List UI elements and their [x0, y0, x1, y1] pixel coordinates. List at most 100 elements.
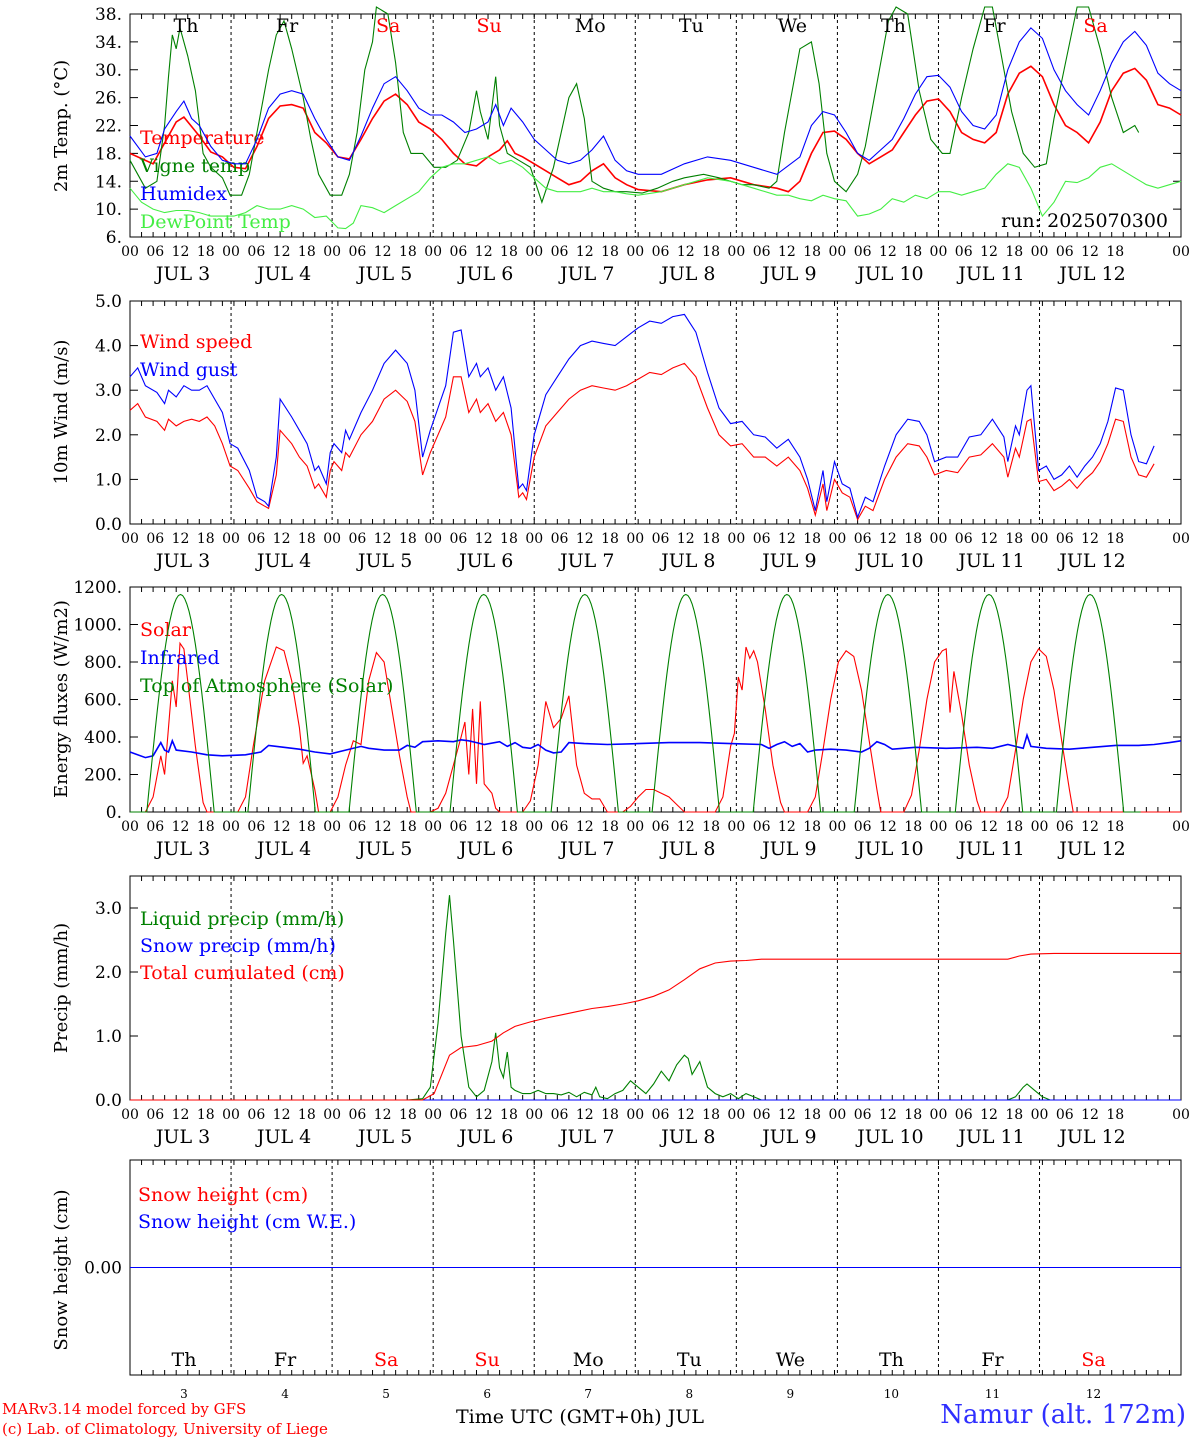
hour-tick-label: 18: [1106, 1107, 1124, 1123]
hour-tick-label: 00: [525, 244, 543, 260]
hour-tick-label: 00: [930, 819, 948, 835]
hour-tick-label: 18: [702, 819, 720, 835]
date-tick-label: JUL 4: [255, 550, 311, 572]
weekday-label: Fr: [983, 15, 1006, 37]
legend-entry: Infrared: [140, 647, 220, 669]
date-tick-label: JUL 7: [558, 838, 614, 860]
hour-tick-label: 06: [753, 819, 771, 835]
legend-entry: Liquid precip (mm/h): [140, 908, 344, 930]
hour-tick-label: 06: [348, 1107, 366, 1123]
hour-tick-label: 18: [197, 244, 215, 260]
hour-tick-label: 06: [1056, 531, 1074, 547]
date-tick-label: JUL 3: [154, 263, 210, 285]
date-tick-label: JUL 8: [659, 550, 715, 572]
hour-tick-label: 06: [348, 531, 366, 547]
day-number-label: 9: [787, 1387, 795, 1401]
hour-tick-label: 12: [273, 531, 291, 547]
hour-tick-label: 06: [652, 819, 670, 835]
hour-tick-label: 00: [727, 244, 745, 260]
panel-frame: [129, 13, 1182, 238]
hour-tick-label: 12: [677, 244, 695, 260]
y-tick-label: 3.0: [95, 899, 122, 919]
hour-tick-label: 18: [702, 1107, 720, 1123]
legend-entry: Solar: [140, 619, 192, 641]
day-number-label: 6: [483, 1387, 491, 1401]
hour-tick-label: 18: [803, 819, 821, 835]
hour-tick-label: 00: [828, 1107, 846, 1123]
hour-tick-label: 12: [172, 1107, 190, 1123]
hour-tick-label: 18: [904, 1107, 922, 1123]
y-tick-label: 1200.: [73, 578, 122, 598]
hour-tick-label: 00: [626, 531, 644, 547]
hour-tick-label: 12: [273, 1107, 291, 1123]
series-line-vigne-temp: [129, 6, 1140, 204]
hour-tick-label: 06: [1056, 244, 1074, 260]
series-line-liquid-precip-mm-h-: [130, 895, 1181, 1101]
hour-tick-label: 06: [450, 819, 468, 835]
date-tick-label: JUL 10: [855, 838, 923, 860]
hour-tick-label: 12: [172, 819, 190, 835]
weekday-label: Th: [172, 1349, 197, 1371]
series-line-solar: [130, 641, 1181, 813]
day-number-label: 5: [382, 1387, 390, 1401]
panel-frame: [129, 300, 1182, 525]
weekday-label: We: [776, 1349, 805, 1371]
hour-tick-label: 12: [778, 244, 796, 260]
date-tick-label: JUL 5: [356, 1126, 412, 1148]
hour-tick-label: 12: [374, 1107, 392, 1123]
hour-tick-label: 00: [1172, 1107, 1190, 1123]
hour-tick-label: 00: [626, 819, 644, 835]
hour-tick-label: 06: [551, 244, 569, 260]
y-axis-label: 10m Wind (m/s): [51, 340, 72, 485]
hour-tick-label: 00: [1031, 244, 1049, 260]
hour-tick-label: 06: [854, 531, 872, 547]
date-tick-label: JUL 6: [457, 550, 513, 572]
y-tick-label: 0.: [106, 803, 122, 823]
y-tick-label: 18.: [95, 144, 122, 164]
hour-tick-label: 00: [727, 1107, 745, 1123]
hour-tick-label: 06: [1056, 1107, 1074, 1123]
y-tick-label: 6.: [106, 228, 122, 248]
hour-tick-label: 12: [475, 244, 493, 260]
hour-tick-label: 00: [121, 531, 139, 547]
y-tick-label: 38.: [95, 5, 122, 25]
date-tick-label: JUL 4: [255, 263, 311, 285]
hour-tick-label: 00: [626, 244, 644, 260]
y-tick-label: 200.: [84, 766, 122, 786]
hour-tick-label: 18: [1106, 819, 1124, 835]
date-tick-label: JUL 10: [855, 1126, 923, 1148]
hour-tick-label: 18: [399, 531, 417, 547]
hour-tick-label: 12: [475, 1107, 493, 1123]
hour-tick-label: 18: [298, 1107, 316, 1123]
y-tick-label: 0.0: [95, 1091, 122, 1111]
hour-tick-label: 06: [348, 244, 366, 260]
date-tick-label: JUL 10: [855, 550, 923, 572]
legend-entry: Temperature: [140, 127, 264, 149]
weekday-label: Tu: [677, 1349, 702, 1371]
hour-tick-label: 06: [450, 1107, 468, 1123]
hour-tick-label: 12: [879, 531, 897, 547]
hour-tick-label: 12: [778, 819, 796, 835]
hour-tick-label: 18: [197, 819, 215, 835]
hour-tick-label: 12: [576, 531, 594, 547]
hour-tick-label: 18: [803, 531, 821, 547]
hour-tick-label: 12: [1081, 1107, 1099, 1123]
hour-tick-label: 00: [222, 819, 240, 835]
date-tick-label: JUL 4: [255, 838, 311, 860]
hour-tick-label: 00: [424, 819, 442, 835]
weekday-label: Sa: [1081, 1349, 1105, 1371]
hour-tick-label: 18: [601, 819, 619, 835]
hour-tick-label: 18: [399, 1107, 417, 1123]
day-number-label: 10: [884, 1387, 899, 1401]
y-tick-label: 2.0: [95, 426, 122, 446]
hour-tick-label: 00: [525, 1107, 543, 1123]
weekday-label: Su: [475, 1349, 500, 1371]
y-tick-label: 400.: [84, 728, 122, 748]
date-tick-label: JUL 12: [1057, 550, 1125, 572]
hour-tick-label: 06: [652, 1107, 670, 1123]
hour-tick-label: 00: [323, 819, 341, 835]
hour-tick-label: 06: [854, 1107, 872, 1123]
date-tick-label: JUL 7: [558, 1126, 614, 1148]
day-number-label: 3: [180, 1387, 188, 1401]
date-tick-label: JUL 7: [558, 263, 614, 285]
